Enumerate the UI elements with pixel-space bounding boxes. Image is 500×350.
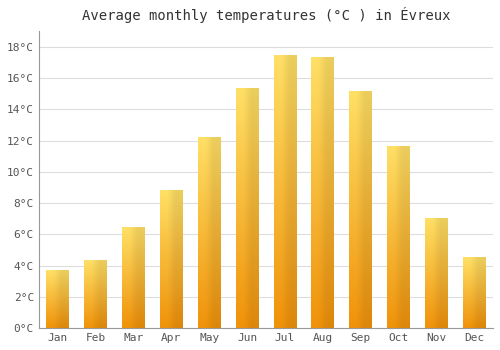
Title: Average monthly temperatures (°C ) in Évreux: Average monthly temperatures (°C ) in Év…: [82, 7, 450, 23]
